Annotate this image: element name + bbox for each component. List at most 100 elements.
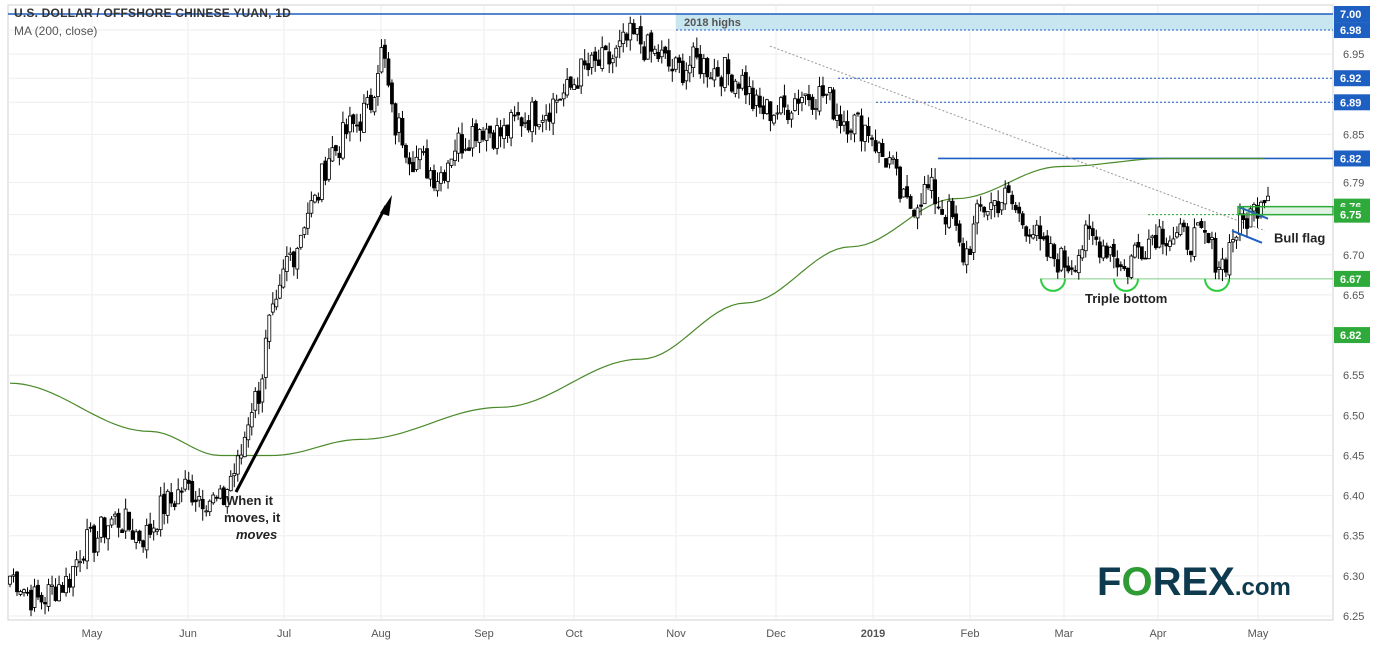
candle-body-9 — [39, 594, 44, 603]
candle-body-283 — [999, 202, 1004, 211]
candle-body-186 — [659, 49, 664, 58]
bull-flag-label: Bull flag — [1274, 231, 1325, 246]
candle-body-272 — [961, 243, 966, 263]
candle-body-107 — [383, 44, 387, 59]
x-tick-1: Jun — [179, 628, 197, 640]
candle-body-336 — [1185, 226, 1190, 250]
candle-body-253 — [894, 159, 899, 169]
band-label: 2018 highs — [684, 17, 741, 29]
candle-body-313 — [1104, 245, 1109, 258]
candle-body-41 — [151, 527, 156, 533]
candle-body-215 — [761, 105, 766, 115]
candle-body-119 — [425, 148, 429, 179]
candle-body-111 — [397, 117, 401, 133]
candle-body-289 — [1020, 213, 1025, 226]
candle-body-303 — [1069, 267, 1074, 270]
level-lines: 2018 highs — [8, 13, 1333, 280]
candle-body-260 — [919, 204, 923, 207]
candle-body-129 — [460, 134, 464, 154]
candle-body-48 — [176, 489, 181, 505]
flag-top — [1237, 205, 1269, 220]
candle-body-358 — [1262, 200, 1267, 204]
candle-body-288 — [1017, 206, 1022, 214]
indicator-label: MA (200, close) — [14, 24, 98, 38]
candle-body-184 — [652, 48, 657, 54]
candle-body-192 — [680, 60, 685, 83]
candle-body-204 — [722, 57, 727, 88]
candle-body-122 — [435, 181, 440, 192]
candle-body-177 — [628, 22, 633, 41]
candle-body-120 — [428, 170, 433, 180]
y-tick-5: 6.50 — [1343, 410, 1364, 422]
candle-body-86 — [309, 200, 314, 214]
candle-body-127 — [453, 150, 457, 161]
candle-body-306 — [1080, 249, 1085, 259]
y-tick-2: 6.35 — [1343, 531, 1364, 543]
y-tick-12: 6.85 — [1343, 129, 1364, 141]
candle-body-258 — [912, 209, 916, 217]
candle-body-319 — [1125, 267, 1130, 277]
candle-body-134 — [477, 129, 482, 143]
candle-body-15 — [60, 584, 65, 593]
candle-body-231 — [817, 86, 822, 112]
candle-body-17 — [67, 579, 72, 588]
candle-body-333 — [1174, 232, 1179, 238]
candle-body-344 — [1213, 237, 1218, 273]
y-tick-9: 6.70 — [1343, 250, 1364, 262]
candle-body-317 — [1118, 264, 1123, 268]
candle-body-343 — [1210, 237, 1214, 240]
candle-body-354 — [1248, 208, 1253, 228]
candle-body-169 — [600, 47, 605, 69]
candle-body-252 — [891, 157, 895, 160]
candle-body-37 — [137, 530, 142, 541]
candle-body-221 — [782, 95, 787, 108]
candle-body-63 — [228, 475, 233, 492]
candle-body-300 — [1059, 247, 1064, 271]
candle-body-31 — [116, 512, 121, 528]
candle-body-227 — [803, 93, 808, 96]
candle-body-232 — [821, 85, 825, 97]
candle-body-131 — [467, 147, 471, 151]
candle-body-174 — [617, 40, 622, 48]
candle-body-94 — [337, 152, 342, 159]
candle-body-110 — [393, 103, 398, 136]
candle-body-26 — [99, 516, 104, 538]
candle-body-351 — [1238, 213, 1242, 235]
candle-body-28 — [106, 525, 111, 540]
candle-body-135 — [481, 130, 485, 140]
y-tick-0: 6.25 — [1343, 611, 1364, 623]
candle-body-315 — [1111, 243, 1116, 257]
candle-body-118 — [421, 151, 426, 153]
candle-body-251 — [887, 157, 892, 165]
candle-body-271 — [957, 223, 962, 243]
candle-body-4 — [22, 589, 26, 594]
price-tag-bg-6 — [1334, 206, 1370, 223]
candle-body-44 — [162, 493, 167, 515]
candle-body-89 — [319, 163, 324, 200]
price-tag-3: 6.89 — [1340, 97, 1361, 109]
candle-body-326 — [1150, 235, 1155, 239]
candle-body-209 — [740, 74, 745, 89]
flag-box — [1237, 205, 1334, 216]
logo-suffix: .com — [1234, 574, 1291, 601]
arrow-label-3: moves — [236, 527, 277, 542]
candle-body-197 — [698, 53, 703, 75]
candle-body-329 — [1160, 228, 1165, 245]
candle-body-302 — [1066, 265, 1071, 272]
candle-body-12 — [50, 584, 54, 587]
candle-body-130 — [463, 148, 468, 151]
candle-body-103 — [369, 94, 373, 111]
candle-body-76 — [274, 298, 279, 308]
candle-body-10 — [43, 602, 47, 605]
candle-body-148 — [526, 120, 531, 131]
candle-body-11 — [46, 584, 51, 607]
candle-body-151 — [537, 124, 542, 128]
candle-body-54 — [197, 496, 202, 501]
price-tag-bg-7 — [1334, 270, 1370, 287]
candle-body-270 — [954, 213, 959, 226]
candle-body-179 — [635, 28, 640, 35]
candle-body-132 — [470, 126, 475, 149]
x-tick-8: 2019 — [861, 628, 885, 640]
arrow-label-2: moves, it — [224, 510, 281, 525]
candle-body-254 — [898, 166, 902, 199]
